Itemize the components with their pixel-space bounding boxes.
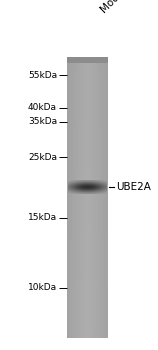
Text: 25kDa: 25kDa (28, 153, 57, 161)
Text: 10kDa: 10kDa (28, 284, 57, 293)
Text: UBE2A: UBE2A (116, 182, 151, 192)
Text: 55kDa: 55kDa (28, 70, 57, 79)
Text: 15kDa: 15kDa (28, 214, 57, 223)
Bar (67, 57, 108, 63)
Text: Mouse kidney: Mouse kidney (98, 0, 156, 15)
Text: 40kDa: 40kDa (28, 104, 57, 112)
Bar (67, 63, 108, 338)
Text: 35kDa: 35kDa (28, 118, 57, 126)
